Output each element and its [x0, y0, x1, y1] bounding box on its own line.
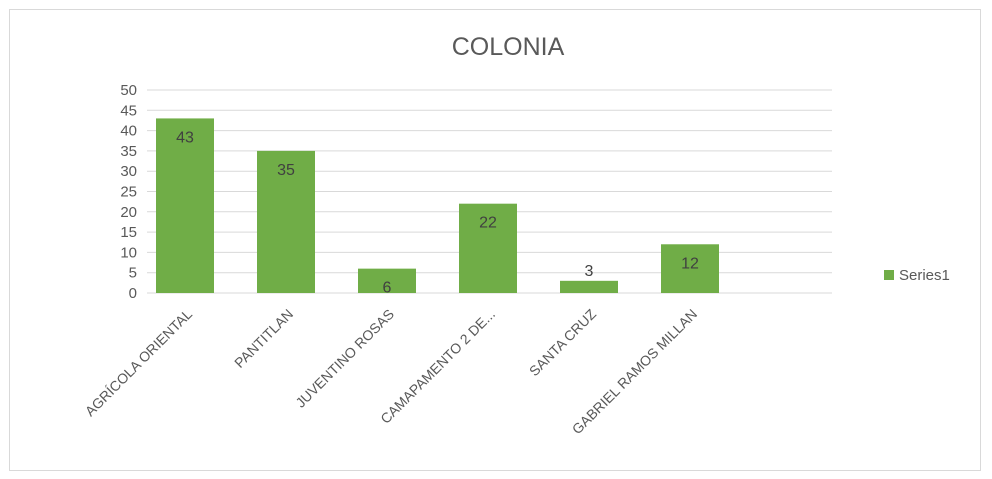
- y-tick-label: 45: [120, 102, 137, 119]
- data-label: 43: [176, 129, 194, 146]
- y-tick-label: 35: [120, 143, 137, 160]
- legend: Series1: [884, 267, 950, 284]
- y-tick-label: 40: [120, 123, 137, 140]
- bar: [156, 118, 214, 293]
- x-tick-label: JUVENTINO ROSAS: [292, 306, 397, 411]
- y-tick-label: 25: [120, 184, 137, 201]
- bar: [257, 150, 315, 293]
- bars: [156, 118, 719, 293]
- x-tick-label: CAMAPAMENTO 2 DE...: [377, 306, 498, 427]
- legend-label: Series1: [899, 267, 950, 284]
- bar: [661, 244, 719, 293]
- x-tick-label: SANTA CRUZ: [526, 305, 600, 379]
- y-tick-label: 5: [129, 265, 137, 282]
- data-label: 22: [479, 215, 497, 232]
- data-label: 12: [681, 255, 699, 272]
- chart-frame: COLONIA 0 5 10 15 20 25 30 35 40 45 50 43 35 6 22 3 12 …: [9, 9, 981, 471]
- chart-title: COLONIA: [452, 33, 565, 61]
- x-tick-label: PANTITLAN: [231, 306, 296, 371]
- y-tick-label: 30: [120, 163, 137, 180]
- x-tick-label: AGRÍCOLA ORIENTAL: [82, 306, 196, 420]
- data-label: 6: [383, 280, 392, 297]
- y-tick-label: 10: [120, 244, 137, 261]
- y-axis-tick-labels: 0 5 10 15 20 25 30 35 40 45 50: [120, 82, 137, 302]
- data-labels: 43 35 6 22 3 12: [176, 129, 699, 296]
- legend-swatch: [884, 270, 894, 280]
- y-tick-label: 0: [129, 285, 137, 302]
- y-tick-label: 20: [120, 204, 137, 221]
- data-label: 35: [277, 162, 295, 179]
- y-tick-label: 15: [120, 224, 137, 241]
- bar: [358, 268, 416, 293]
- data-label: 3: [585, 263, 594, 280]
- bar: [459, 203, 517, 293]
- y-tick-label: 50: [120, 82, 137, 99]
- bar: [560, 280, 618, 293]
